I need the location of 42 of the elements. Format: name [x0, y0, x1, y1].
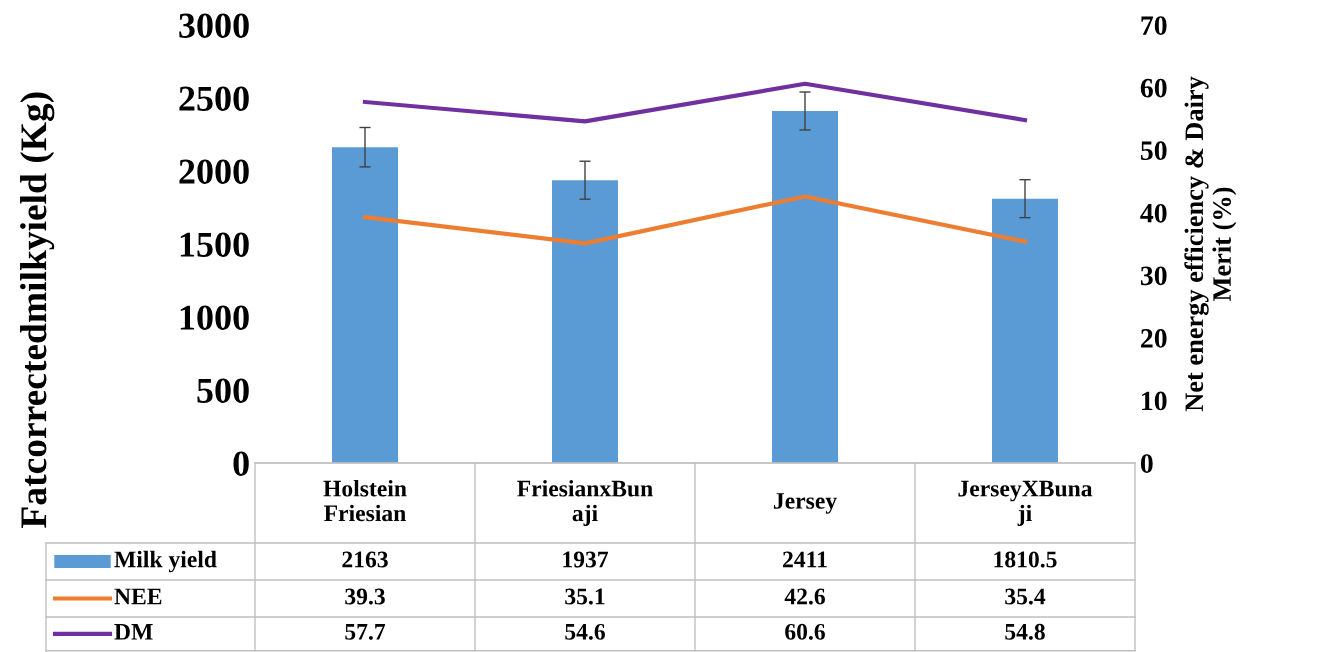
y2-tick-label: 40	[1140, 203, 1167, 223]
y2-tick-label: 10	[1142, 391, 1167, 411]
x-tick-label: JerseyXBuna ji	[958, 480, 1093, 527]
y-tick-label: 0	[233, 451, 249, 476]
data-label: 2411	[783, 551, 827, 568]
y-tick-label: 500	[197, 378, 249, 403]
data-label: 1810.5	[994, 551, 1057, 568]
data-label: 42.6	[784, 588, 825, 605]
y2-tick-label: 20	[1141, 329, 1167, 348]
bar	[552, 180, 618, 463]
y-tick-label: 1500	[180, 232, 249, 257]
line-series	[362, 81, 1028, 124]
y-tick-label: 3000	[179, 13, 249, 38]
data-label: 54.8	[1005, 623, 1045, 640]
bar	[772, 110, 838, 463]
data-label: 2163	[342, 551, 388, 568]
y-tick-label: 1000	[180, 305, 249, 330]
data-label: 35.1	[565, 588, 605, 605]
y-tick-label: 2000	[179, 159, 249, 184]
y2-axis-title: Net energy efficiency & Dairy Merit (%)	[1184, 76, 1237, 412]
x-tick-label: Jersey	[773, 493, 837, 514]
y-axis-title: Fatcorrectedmilkyield (Kg)	[20, 92, 55, 528]
y2-tick-label: 50	[1140, 141, 1167, 161]
x-tick-label: FriesianxBun aji	[517, 479, 653, 527]
y2-tick-label: 60	[1140, 78, 1167, 98]
x-tick-label: Holstein Friesian	[323, 479, 407, 522]
y-tick-label: 2500	[179, 86, 249, 111]
data-label: 1937	[563, 551, 609, 568]
data-label: 39.3	[345, 588, 385, 605]
data-label: 60.6	[785, 623, 825, 640]
legend-label: DM	[114, 624, 153, 640]
y2-tick-label: 0	[1140, 454, 1153, 473]
y2-tick-label: 70	[1141, 16, 1167, 35]
line-series	[362, 194, 1028, 246]
bar	[332, 147, 398, 463]
legend-label: NEE	[114, 588, 162, 605]
bar	[992, 198, 1058, 463]
y2-tick-label: 30	[1140, 266, 1167, 286]
legend-label: Milk yield	[114, 550, 217, 573]
data-label: 54.6	[565, 623, 605, 640]
data-label: 57.7	[345, 624, 386, 640]
data-label: 35.4	[1005, 588, 1046, 605]
